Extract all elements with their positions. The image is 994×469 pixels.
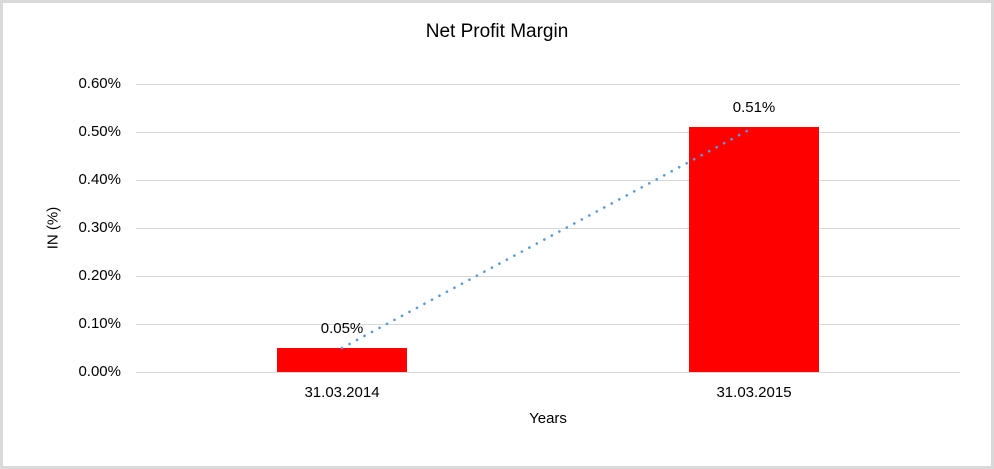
y-tick-label: 0.30% xyxy=(78,219,121,236)
y-tick-label: 0.40% xyxy=(78,171,121,188)
plot-area: 0.05% 0.51% xyxy=(136,84,960,373)
y-tick-label: 0.20% xyxy=(78,267,121,284)
y-tick-label: 0.60% xyxy=(78,75,121,92)
gridline xyxy=(136,276,960,277)
y-axis-tick-labels: 0.60% 0.50% 0.40% 0.30% 0.20% 0.10% 0.00% xyxy=(3,75,121,380)
bar-31.03.2014 xyxy=(277,348,407,372)
gridline xyxy=(136,84,960,85)
y-tick-label: 0.10% xyxy=(78,315,121,332)
bar-data-label: 0.05% xyxy=(320,320,364,337)
bar-data-label: 0.51% xyxy=(732,99,776,117)
gridline xyxy=(136,228,960,229)
x-tick-label: 31.03.2014 xyxy=(304,384,380,401)
x-axis-title: Years xyxy=(529,410,567,427)
gridline xyxy=(136,324,960,325)
chart-title: Net Profit Margin xyxy=(425,21,569,42)
y-tick-label: 0.00% xyxy=(78,363,121,380)
bar-31.03.2015 xyxy=(689,127,819,372)
x-tick-label: 31.03.2015 xyxy=(716,384,792,401)
gridline xyxy=(136,372,960,373)
gridline xyxy=(136,132,960,133)
trendline xyxy=(340,125,756,350)
y-tick-label: 0.50% xyxy=(78,123,121,140)
gridline xyxy=(136,180,960,181)
x-axis-tick-labels: 31.03.2014 31.03.2015 xyxy=(136,384,960,404)
